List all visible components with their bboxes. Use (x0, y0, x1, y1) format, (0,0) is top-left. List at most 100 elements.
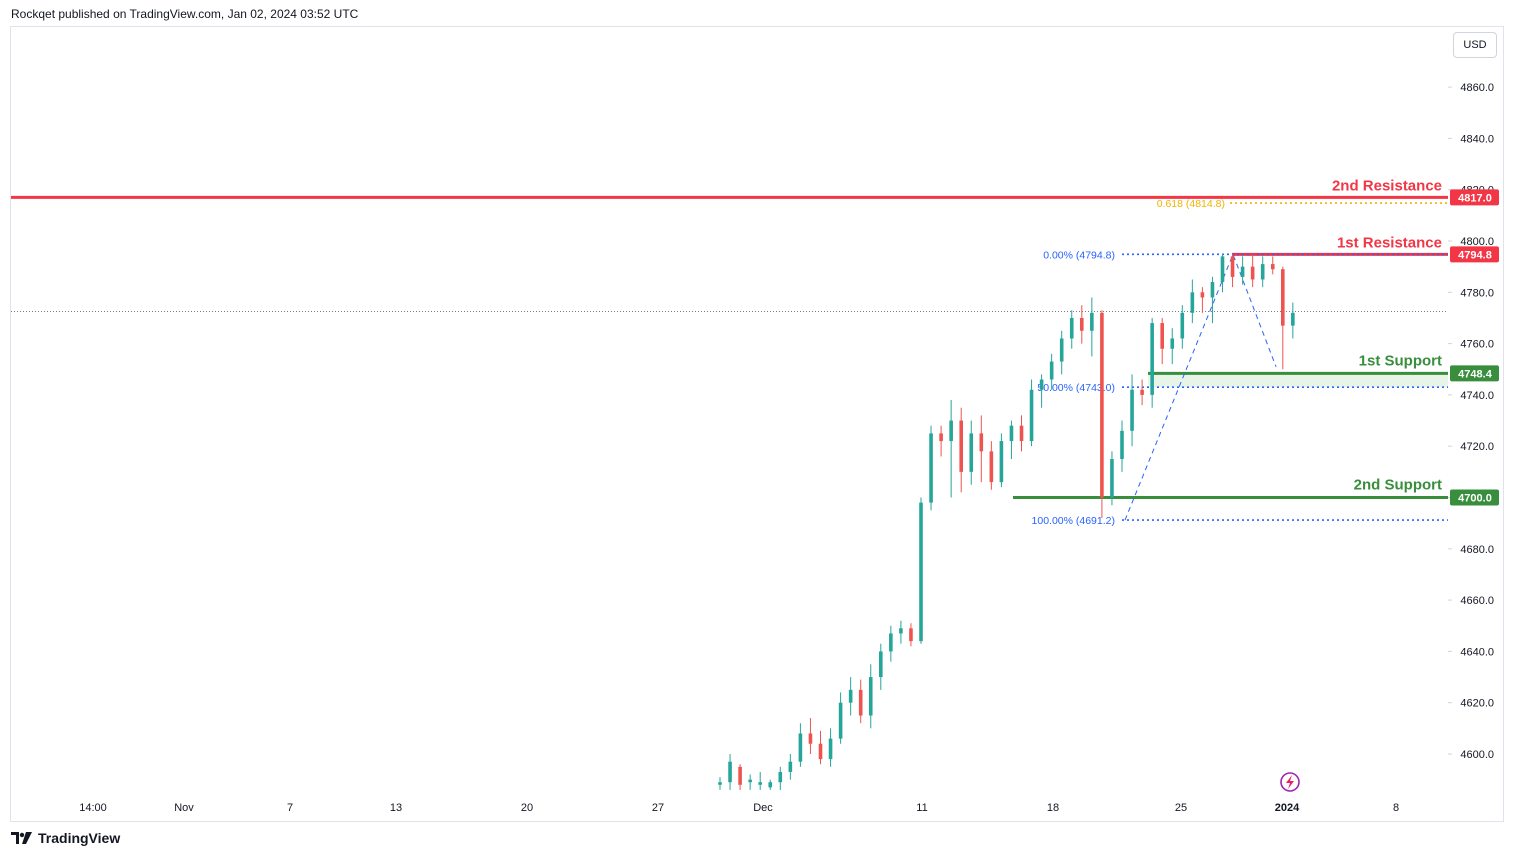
level-label: 2nd Support (1354, 477, 1442, 494)
candle-body (939, 433, 943, 442)
price-badge-text: 4817.0 (1458, 192, 1492, 204)
candle (838, 692, 843, 744)
candle (1220, 253, 1225, 293)
time-axis: 14:00 Nov 7 13 20 27 Dec 11 18 25 2024 8 (79, 802, 1399, 814)
candle (1210, 276, 1215, 324)
candle (939, 425, 943, 457)
candle-body (1009, 425, 1014, 442)
candle (1110, 451, 1114, 506)
candle (969, 420, 974, 485)
fib-label: 100.00% (4691.2) (1032, 515, 1115, 527)
candle-body (838, 702, 843, 739)
candle-body (738, 766, 742, 785)
candle (1069, 310, 1074, 349)
fib-label: 50.00% (4743.0) (1037, 382, 1115, 394)
candle-body (989, 451, 994, 483)
candle (889, 625, 893, 662)
x-tick-label: Dec (753, 802, 773, 814)
price-badge-text: 4700.0 (1458, 493, 1492, 505)
lightning-icon-wrap (1280, 772, 1300, 792)
candle-body (868, 677, 873, 716)
level-label: 2nd Resistance (1332, 177, 1442, 194)
candle-body (1059, 338, 1064, 362)
candle (909, 623, 913, 647)
candle-body (858, 689, 863, 716)
candle-body (1281, 269, 1285, 326)
candle-body (889, 633, 893, 652)
x-tick-label: 25 (1175, 802, 1187, 814)
currency-button[interactable]: USD (1453, 32, 1497, 58)
candle (858, 679, 863, 724)
candle (1090, 297, 1094, 357)
candle-body (959, 420, 963, 472)
candle-body (728, 761, 732, 783)
footer-brand[interactable]: TradingView (11, 830, 120, 846)
level-label: 1st Support (1359, 352, 1442, 369)
candle-body (1130, 389, 1134, 431)
candle (1270, 256, 1275, 275)
candle (919, 497, 923, 644)
y-tick-label: 4660.0 (1460, 595, 1494, 607)
candle-body (1029, 389, 1034, 442)
candle (1170, 328, 1175, 365)
candle-body (848, 689, 853, 703)
candle-body (1240, 266, 1245, 277)
candle-body (1160, 323, 1164, 349)
candle-body (1190, 292, 1195, 313)
price-badge (1450, 246, 1499, 263)
x-tick-label: 11 (916, 802, 927, 814)
candle-body (1170, 338, 1175, 349)
candle-body (1080, 317, 1084, 331)
y-tick-label: 4760.0 (1460, 339, 1494, 351)
candle (1240, 256, 1245, 285)
candle (848, 677, 853, 716)
candle-body (718, 782, 722, 785)
candle (879, 643, 883, 690)
candle (1180, 305, 1185, 349)
candle (1009, 420, 1014, 460)
candle-body (1100, 312, 1104, 498)
candle-body (1150, 323, 1154, 395)
candle-body (758, 782, 762, 785)
candle (1200, 287, 1205, 313)
y-tick-label: 4800.0 (1460, 236, 1494, 248)
candle (798, 723, 803, 767)
candle (1230, 253, 1235, 288)
candle-body (949, 420, 953, 442)
candle (758, 771, 762, 790)
candle-body (969, 433, 974, 472)
candle (1260, 256, 1265, 288)
candle-body (828, 738, 833, 760)
candle-body (808, 733, 813, 744)
levels-layer: 2nd Resistance 1st Resistance 1st Support 2… (11, 177, 1448, 527)
candle (778, 766, 783, 790)
candle (1019, 415, 1024, 452)
candle (768, 779, 773, 790)
candle-body (1039, 379, 1044, 390)
chart-frame[interactable] (10, 26, 1504, 822)
candle (1281, 266, 1285, 370)
price-badge (1450, 365, 1499, 382)
candle-body (899, 628, 903, 634)
x-tick-label: 13 (390, 802, 402, 814)
y-tick-label: 4620.0 (1460, 698, 1494, 710)
lightning-icon (1280, 772, 1300, 792)
candle (1130, 374, 1134, 447)
candle-body (1120, 430, 1124, 460)
y-tick-label: 4600.0 (1460, 749, 1494, 761)
candle (738, 764, 742, 790)
candle (1160, 317, 1164, 365)
price-badge-text: 4748.4 (1458, 368, 1493, 380)
candle-body (768, 782, 773, 788)
candle (788, 754, 793, 780)
candle (1120, 420, 1124, 472)
y-tick-label: 4720.0 (1460, 441, 1494, 453)
price-badge (1450, 489, 1499, 506)
x-tick-label: 14:00 (79, 802, 107, 814)
candle (1080, 305, 1084, 344)
price-badge (1450, 189, 1499, 206)
candle-body (909, 628, 913, 642)
y-tick-label: 4840.0 (1460, 133, 1494, 145)
candle (808, 718, 813, 754)
